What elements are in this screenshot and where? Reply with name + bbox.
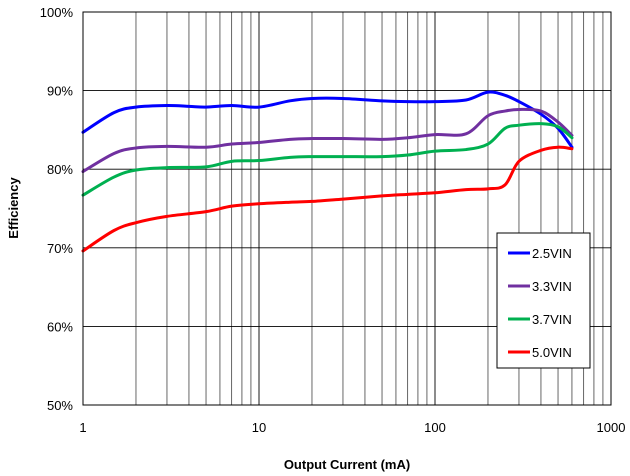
legend-label-5.0vin: 5.0VIN [532, 345, 572, 360]
legend-label-3.3vin: 3.3VIN [532, 279, 572, 294]
x-tick-label: 10 [252, 420, 266, 435]
legend: 2.5VIN 3.3VIN 3.7VIN 5.0VIN [496, 232, 591, 369]
series-line-5.0vin [81, 145, 574, 253]
series-line-3.7vin [81, 122, 574, 197]
series-line-2.5vin [81, 90, 574, 149]
tick-labels: 1 10 100 1000 50% 60% 70% 80% 90% 100% [40, 5, 626, 435]
series-line-3.3vin [81, 107, 574, 174]
y-tick-label: 70% [47, 241, 73, 256]
x-tick-label: 1 [79, 420, 86, 435]
x-tick-label: 100 [424, 420, 446, 435]
x-tick-label: 1000 [597, 420, 626, 435]
y-axis-title: Efficiency [6, 177, 21, 239]
y-tick-label: 60% [47, 319, 73, 334]
legend-label-3.7vin: 3.7VIN [532, 312, 572, 327]
x-axis-title: Output Current (mA) [284, 457, 410, 472]
series-lines [81, 90, 574, 253]
legend-box [496, 232, 591, 369]
legend-label-2.5vin: 2.5VIN [532, 246, 572, 261]
y-tick-label: 100% [40, 5, 74, 20]
y-tick-label: 50% [47, 398, 73, 413]
y-tick-label: 80% [47, 162, 73, 177]
y-tick-label: 90% [47, 84, 73, 99]
plot-area-border [82, 11, 612, 406]
